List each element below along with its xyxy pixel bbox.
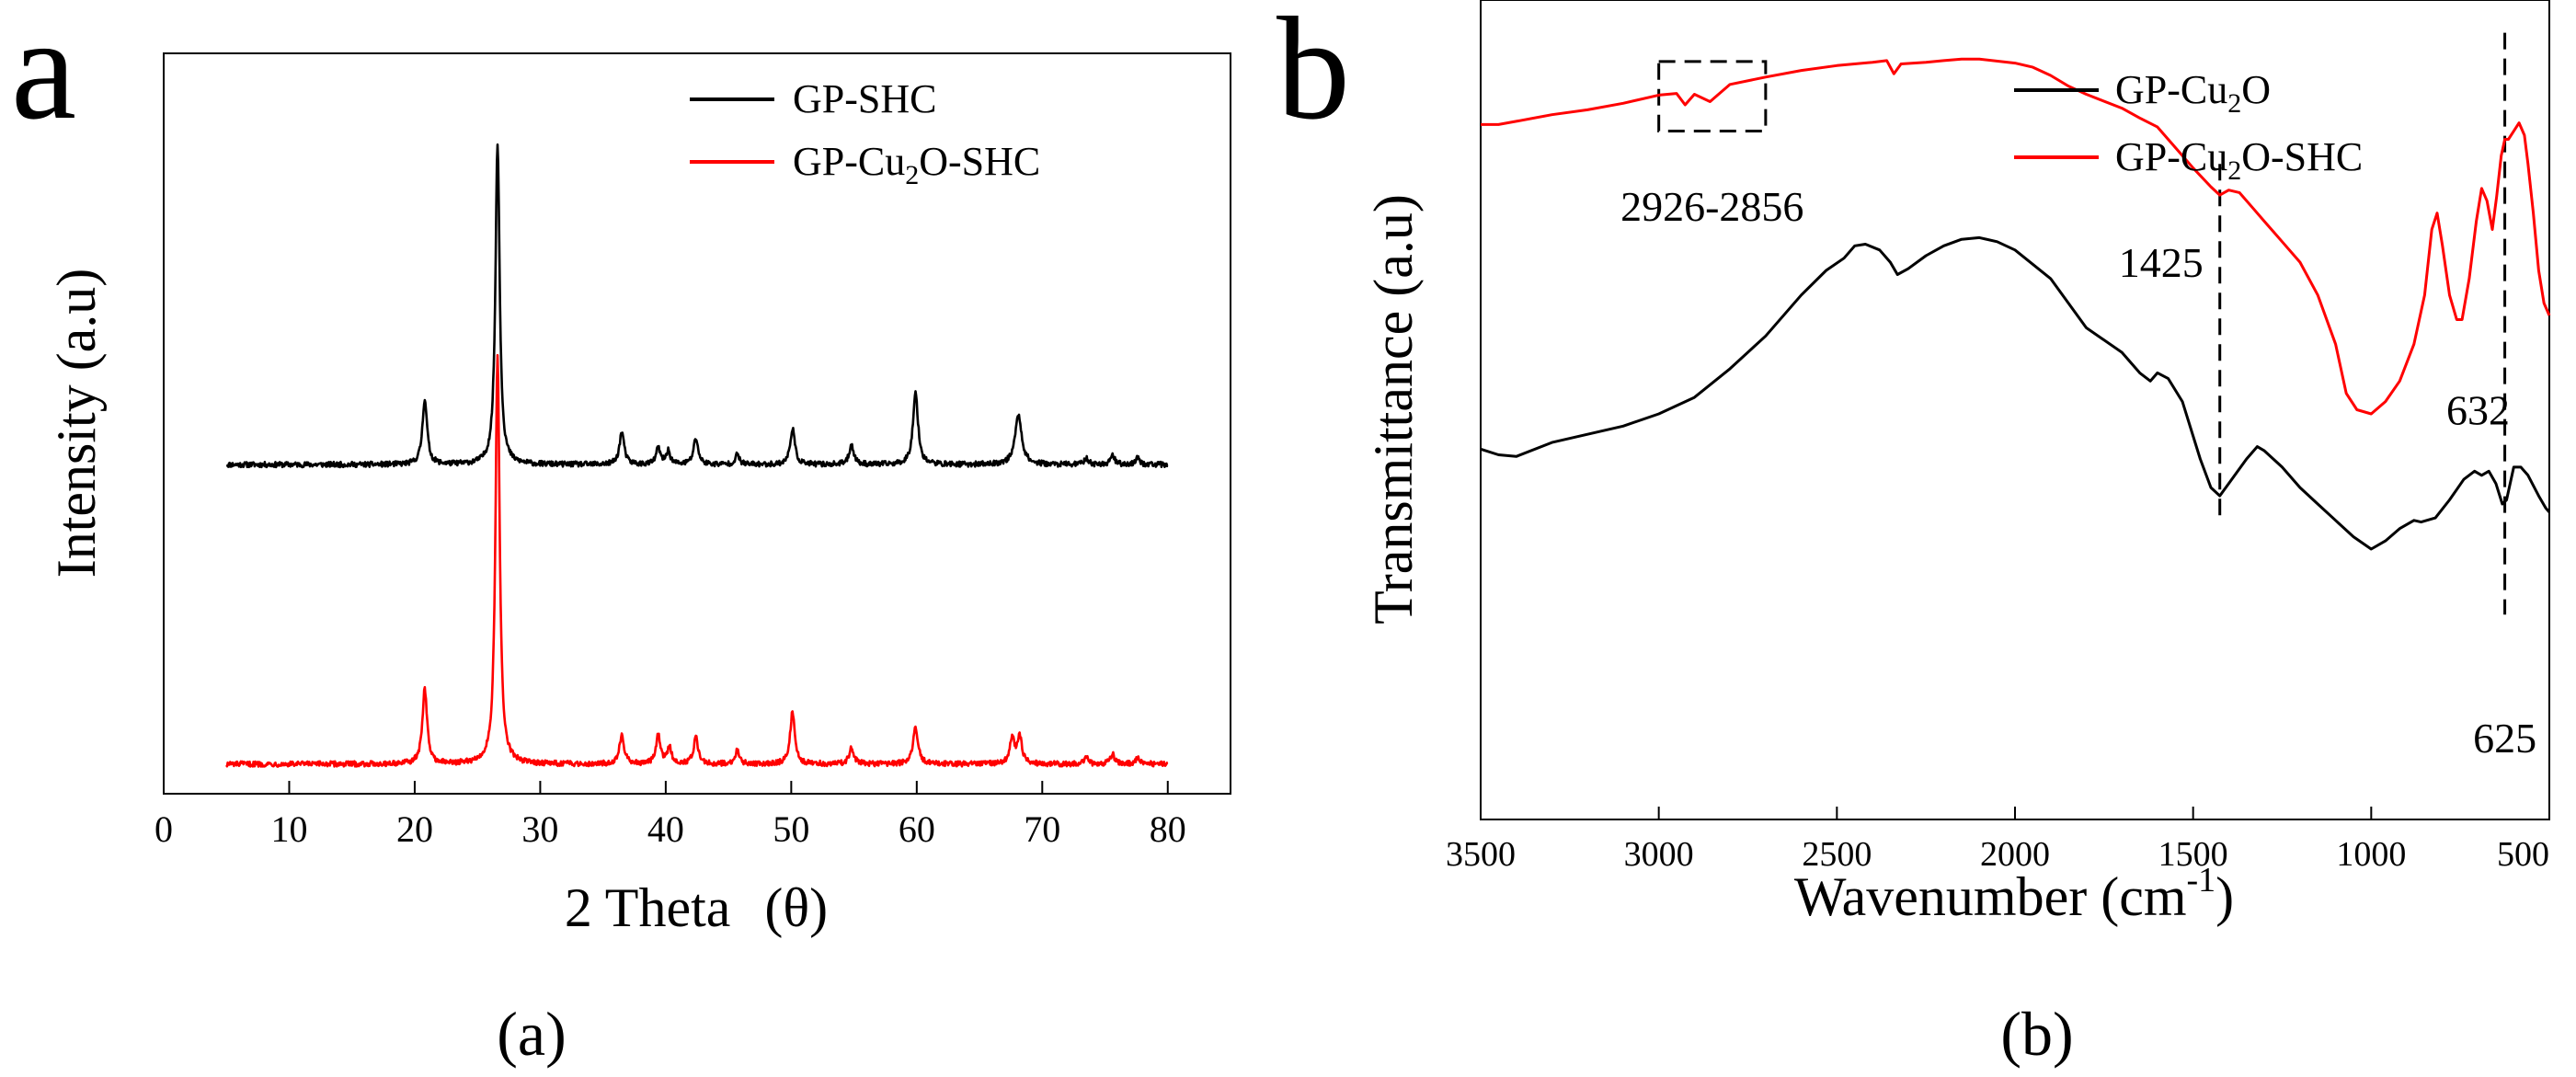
x-tick-label-a: 50 xyxy=(773,808,809,850)
x-axis-title-a: 2 Theta xyxy=(565,877,731,938)
series-line-gp-cu2o xyxy=(1480,235,2551,551)
x-tick-label-b: 2000 xyxy=(1980,835,2050,874)
x-tick-label-b: 2500 xyxy=(1802,835,1872,874)
y-axis-label-b: Transmittance (a.u) xyxy=(1363,194,1424,624)
x-tick-label-b: 3000 xyxy=(1624,835,1694,874)
legend-label-a: GP-SHC xyxy=(793,76,937,121)
series-group-b xyxy=(1480,57,2551,551)
x-axis-symbol-a: (θ) xyxy=(764,877,828,938)
series-line-gp-shc xyxy=(225,143,1169,469)
annotations-b: 2926-2856 1425 632 625 xyxy=(1620,32,2536,762)
x-axis-superscript-b: -1 xyxy=(2187,861,2216,899)
panel-letter-b: b xyxy=(1277,0,1350,150)
annotation-label: 1425 xyxy=(2119,239,2204,286)
panel-letter-a: a xyxy=(11,0,76,150)
panel-b: b 3500 3000 2500 2000 1500 1000 500 2926-2856 1… xyxy=(1277,0,2551,1069)
x-tick-label-a: 80 xyxy=(1150,808,1186,850)
panel-a: a 0 10 20 30 40 50 60 70 80 GP-SHC GP-Cu2O-SHC 2 … xyxy=(11,0,1231,1069)
x-tick-label-b: 3500 xyxy=(1446,835,1516,874)
legend-b: GP-Cu2O GP-Cu2O-SHC xyxy=(2014,67,2363,186)
x-tick-label-a: 40 xyxy=(647,808,684,850)
plot-frame-a xyxy=(163,52,1231,795)
legend-label-a: GP-Cu2O-SHC xyxy=(793,139,1040,190)
x-tick-label-a: 10 xyxy=(270,808,307,850)
x-tick-label-b: 500 xyxy=(2497,835,2549,874)
x-tick-label-a: 0 xyxy=(155,808,173,850)
caption-b: (b) xyxy=(2000,999,2073,1069)
x-tick-label-b: 1500 xyxy=(2158,835,2228,874)
legend-a: GP-SHC GP-Cu2O-SHC xyxy=(690,76,1040,190)
x-tick-label-a: 30 xyxy=(521,808,558,850)
x-tick-label-a: 70 xyxy=(1024,808,1060,850)
x-tick-label-a: 20 xyxy=(396,808,433,850)
x-axis-label-a: 2 Theta (θ) xyxy=(565,877,828,938)
x-tick-label-b: 1000 xyxy=(2336,835,2406,874)
x-axis-label-b: Wavenumber (cm-1) xyxy=(1794,861,2234,927)
caption-a: (a) xyxy=(497,999,566,1069)
legend-label-b: GP-Cu2O-SHC xyxy=(2115,134,2363,186)
series-group-a xyxy=(225,143,1169,768)
svg-text:2 Theta (θ): 2 Theta (θ) xyxy=(565,877,828,938)
x-ticks-b: 3500 3000 2500 2000 1500 1000 500 xyxy=(1446,807,2550,874)
plot-frame-b xyxy=(1480,0,2550,820)
series-line-gp-cu2o-shc xyxy=(225,353,1169,768)
x-tick-label-a: 60 xyxy=(899,808,935,850)
annotation-box xyxy=(1657,60,1768,133)
legend-label-b: GP-Cu2O xyxy=(2115,67,2271,119)
series-line-gp-cu2o-shc xyxy=(1481,57,2551,416)
annotation-label: 632 xyxy=(2446,387,2510,434)
annotation-label: 625 xyxy=(2473,715,2536,762)
x-ticks-a: 0 10 20 30 40 50 60 70 80 xyxy=(155,781,1186,850)
annotation-label: 2926-2856 xyxy=(1620,183,1803,230)
y-axis-label-a: Intensity (a.u) xyxy=(46,269,107,579)
